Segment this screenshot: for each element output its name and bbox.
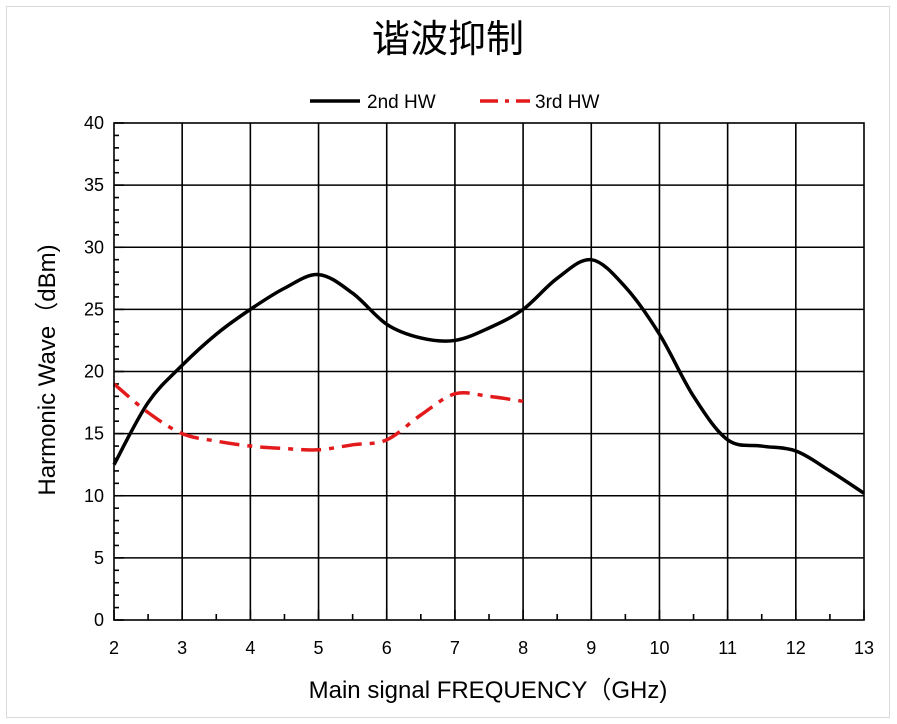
y-tick-label: 0 <box>94 610 104 630</box>
chart-title: 谐波抑制 <box>372 17 524 61</box>
legend: 2nd HW 3rd HW <box>310 92 599 113</box>
series-line-2nd-hw <box>112 257 865 495</box>
x-tick-label: 5 <box>314 638 324 658</box>
y-axis-ticks: 0 5 10 15 20 25 30 35 40 <box>84 113 124 630</box>
legend-label-3rd-hw: 3rd HW <box>535 92 599 113</box>
x-tick-label: 2 <box>109 638 119 658</box>
x-tick-label: 12 <box>786 638 806 658</box>
legend-label-2nd-hw: 2nd HW <box>367 92 436 113</box>
y-tick-label: 30 <box>84 237 104 257</box>
x-axis-label: Main signal FREQUENCY（GHz) <box>309 677 668 704</box>
x-tick-label: 10 <box>649 638 669 658</box>
x-tick-label: 8 <box>518 638 528 658</box>
x-tick-label: 7 <box>450 638 460 658</box>
x-axis-ticks: 2 3 4 5 6 7 8 9 10 11 12 13 <box>109 610 874 658</box>
y-tick-label: 25 <box>84 299 104 319</box>
x-tick-label: 3 <box>177 638 187 658</box>
grid <box>114 123 864 620</box>
y-tick-label: 15 <box>84 424 104 444</box>
x-tick-label: 13 <box>854 638 874 658</box>
y-tick-label: 10 <box>84 486 104 506</box>
y-tick-label: 20 <box>84 362 104 382</box>
series-layer <box>112 257 865 495</box>
x-tick-label: 9 <box>586 638 596 658</box>
x-tick-label: 11 <box>718 638 737 658</box>
x-tick-label: 6 <box>382 638 392 658</box>
y-axis-label: Harmonic Wave（dBm) <box>34 244 61 495</box>
y-tick-label: 40 <box>84 113 104 133</box>
x-tick-label: 4 <box>245 638 255 658</box>
minor-ticks <box>114 134 831 620</box>
chart-frame <box>6 6 890 718</box>
y-tick-label: 5 <box>94 548 104 568</box>
series-line-3rd-hw <box>112 382 524 452</box>
y-tick-label: 35 <box>84 175 104 195</box>
